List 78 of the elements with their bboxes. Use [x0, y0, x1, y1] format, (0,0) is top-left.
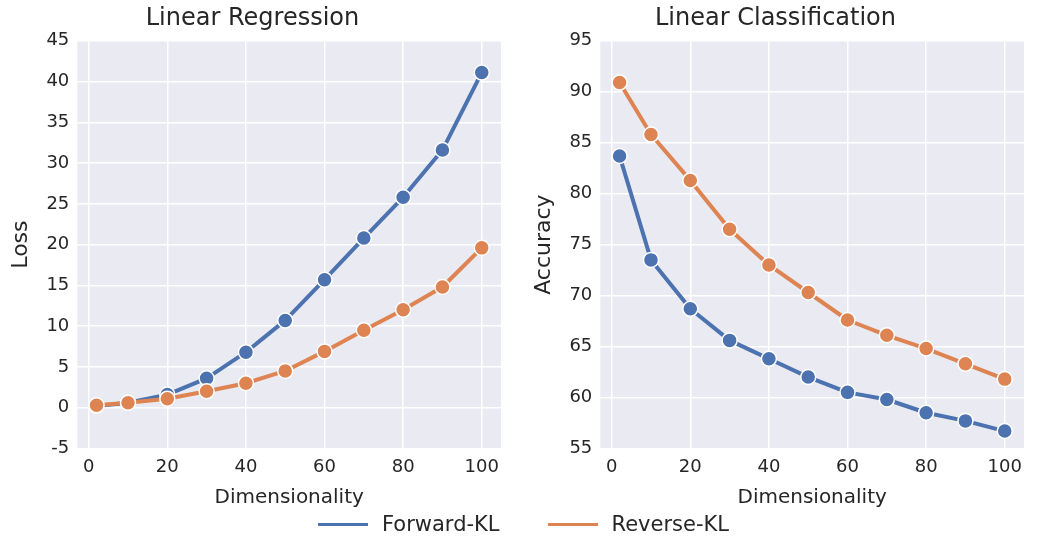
- y-tick-label: 75: [569, 232, 593, 254]
- y-tick-label: 40: [46, 69, 70, 91]
- point: [721, 221, 738, 238]
- point: [611, 147, 628, 165]
- point: [473, 64, 490, 81]
- x-tick-label: 0: [605, 454, 618, 476]
- x-tick-label: 80: [914, 454, 938, 476]
- y-tick-label: 5: [57, 354, 70, 376]
- point: [198, 383, 215, 400]
- y-tick-label: 35: [46, 109, 70, 131]
- chart-title: Linear Classification: [654, 2, 897, 31]
- point: [473, 239, 490, 257]
- point: [721, 332, 738, 349]
- y-tick-label: 20: [46, 232, 70, 254]
- x-tick-label: 60: [313, 454, 336, 476]
- y-tick-label: 85: [569, 130, 593, 152]
- y-tick-label: 30: [46, 150, 70, 172]
- point: [760, 350, 778, 367]
- y-axis-title: Loss: [6, 220, 32, 269]
- x-tick-label: 60: [836, 454, 859, 476]
- y-tick-label: 70: [569, 283, 593, 305]
- point: [434, 141, 451, 159]
- point: [839, 311, 856, 329]
- point: [957, 412, 974, 430]
- x-tick-label: 100: [987, 454, 1022, 476]
- point: [917, 340, 935, 357]
- y-tick-label: 55: [569, 436, 593, 458]
- point: [760, 256, 778, 274]
- legend-label: Reverse-KL: [611, 512, 729, 536]
- y-tick-label: 65: [569, 334, 593, 356]
- point: [316, 343, 333, 360]
- point: [878, 391, 896, 408]
- point: [316, 271, 333, 288]
- point: [355, 321, 373, 339]
- x-tick-label: 100: [464, 454, 499, 476]
- point: [996, 422, 1013, 440]
- point: [799, 284, 817, 301]
- point: [434, 278, 451, 296]
- y-tick-label: 25: [46, 191, 70, 213]
- x-axis-title: Dimensionality: [737, 484, 887, 509]
- point: [878, 327, 896, 344]
- point: [642, 126, 660, 143]
- x-tick-label: 40: [234, 454, 258, 476]
- point: [682, 172, 699, 189]
- chart-title: Linear Regression: [145, 2, 360, 31]
- y-tick-label: 95: [569, 28, 593, 50]
- point: [237, 343, 255, 361]
- y-tick-label: 80: [569, 181, 593, 203]
- x-tick-label: 40: [757, 454, 781, 476]
- y-tick-label: 10: [46, 313, 70, 335]
- x-tick-label: 20: [678, 454, 702, 476]
- y-tick-label: 60: [569, 385, 593, 407]
- y-tick-label: 45: [46, 28, 70, 50]
- point: [276, 362, 294, 380]
- y-axis-title: Accuracy: [529, 194, 555, 295]
- point: [355, 229, 373, 247]
- point: [237, 374, 255, 392]
- point: [682, 300, 699, 318]
- legend-label: Forward-KL: [382, 512, 500, 536]
- x-tick-label: 20: [155, 454, 179, 476]
- x-axis-title: Dimensionality: [214, 484, 364, 509]
- y-tick-label: 90: [569, 79, 593, 101]
- point: [799, 368, 817, 386]
- point: [276, 312, 294, 329]
- point: [394, 301, 412, 319]
- point: [996, 370, 1013, 388]
- point: [159, 390, 176, 407]
- point: [611, 74, 628, 91]
- y-tick-label: -5: [51, 436, 70, 458]
- point: [917, 404, 935, 421]
- x-tick-label: 80: [391, 454, 415, 476]
- y-tick-label: 15: [46, 273, 70, 295]
- x-tick-label: 0: [82, 454, 95, 476]
- point: [839, 384, 856, 401]
- point: [957, 355, 974, 373]
- point: [642, 251, 660, 269]
- point: [394, 189, 412, 206]
- y-tick-label: 0: [57, 395, 70, 417]
